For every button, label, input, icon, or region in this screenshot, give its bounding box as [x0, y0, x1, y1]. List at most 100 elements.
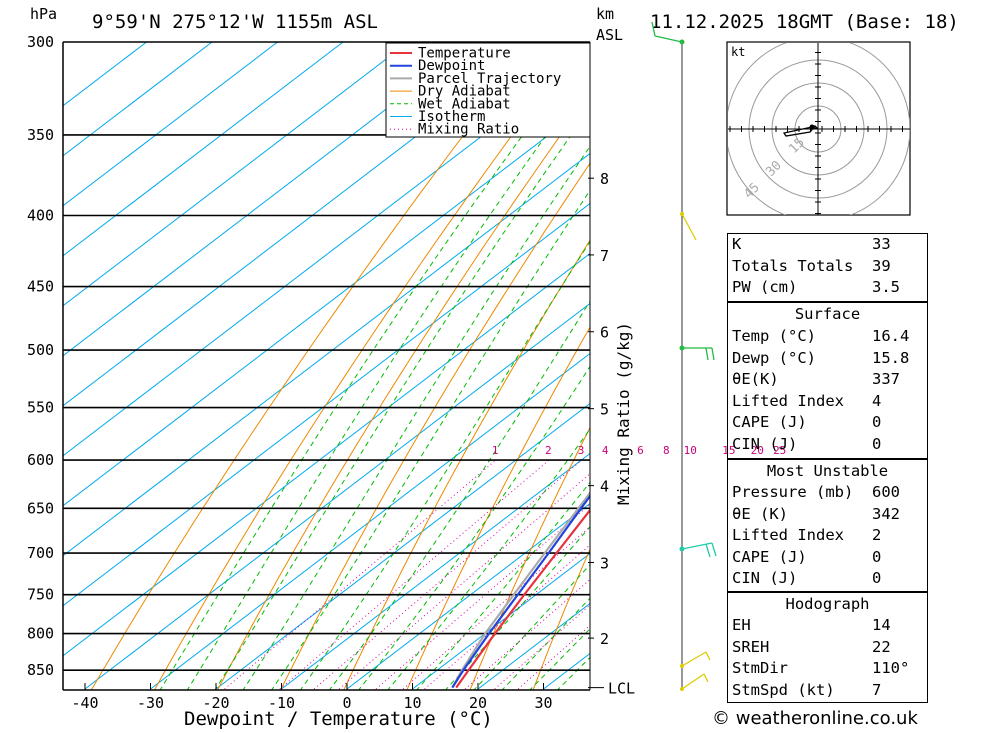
mixing-ratio-label: 4 [602, 444, 609, 457]
mixing-ratio-lines [224, 459, 590, 690]
index-row-tt: Totals Totals 39 [732, 256, 891, 275]
mixing-ratio-labels: 1 2 3 4 6 8 10 15 20 25 [492, 444, 786, 457]
wind-barb-column [651, 21, 717, 691]
isotherm-line [63, 42, 540, 407]
x-tick-label: 20 [469, 694, 487, 712]
wind-barb-400 [680, 212, 697, 241]
mixing-ratio-label: 3 [578, 444, 585, 457]
pressure-tick-label: 800 [27, 625, 54, 643]
datetime-title: 11.12.2025 18GMT (Base: 18) [650, 11, 959, 33]
x-axis-label: Dewpoint / Temperature (°C) [184, 708, 493, 730]
wet-adiabat-line [328, 300, 590, 690]
x-tick-label: -20 [202, 694, 229, 712]
indices-mu-table: Pressure (mb) 600 θE (K) 342 Lifted Index 2… [728, 482, 904, 590]
x-tick-label: -30 [137, 694, 164, 712]
mixing-ratio-line [338, 473, 590, 690]
x-tick-label: -10 [268, 694, 295, 712]
pressure-tick-label: 450 [27, 278, 54, 296]
isotherm-line [150, 352, 590, 690]
mixing-ratio-line [313, 459, 583, 690]
indices-hodo-box: Hodograph EH 14 SREH 22 StmDir 110° StmSpd … [727, 592, 928, 703]
copyright-footer: © weatheronline.co.uk [712, 708, 918, 729]
wet-adiabat-line [416, 481, 590, 690]
dry-adiabat-line [153, 42, 582, 690]
pressure-tick-label: 350 [27, 126, 54, 144]
wet-adiabat-line [186, 73, 590, 690]
axes-labels: 300350400450500550600650700750800850-40-… [27, 33, 635, 712]
series-line-parcel-trajectory [451, 491, 590, 689]
isotherm-line [63, 252, 590, 657]
height-unit-label: km [596, 5, 614, 23]
isotherm-line [215, 402, 590, 690]
isotherm-line [63, 52, 590, 457]
isotherm-line [63, 42, 278, 207]
mu-row: Pressure (mb) 600 [732, 483, 900, 501]
series-line-dewpoint [451, 494, 590, 689]
pressure-tick-label: 600 [27, 451, 54, 469]
wind-barb-surface [680, 673, 709, 691]
legend-item: Parcel Trajectory [418, 71, 561, 87]
wet-adiabat-line [214, 107, 590, 690]
x-tick-label: 0 [342, 694, 351, 712]
dry-adiabat-line [532, 548, 590, 690]
legend-item: Mixing Ratio [418, 122, 519, 138]
dry-adiabat-line [406, 326, 590, 690]
km-tick-label: 7 [600, 247, 609, 265]
hodo-row: StmDir 110° [732, 659, 910, 678]
isotherm-line [412, 552, 590, 690]
wind-barb-300 [651, 21, 685, 45]
isotherm-line [346, 502, 590, 690]
km-tick-label: 5 [600, 401, 609, 419]
surface-row: θE(K) 337 [732, 370, 900, 389]
legend-box [385, 42, 591, 138]
wind-barb-500 [679, 345, 715, 361]
x-tick-label: 30 [534, 694, 552, 712]
dry-adiabat-line [217, 92, 590, 690]
mu-row: Lifted Index 2 [732, 526, 882, 545]
km-tick-label: 6 [600, 324, 609, 342]
pressure-tick-label: 550 [27, 399, 54, 417]
pressure-unit-label: hPa [30, 5, 57, 23]
isotherm-line [63, 42, 409, 307]
wet-adiabat-lines [159, 43, 590, 690]
km-tick-label: 4 [600, 478, 609, 496]
surface-row: CIN (J) 0 [732, 434, 882, 453]
km-tick-label: 3 [600, 554, 609, 572]
mixing-ratio-label: 25 [773, 444, 786, 457]
mu-row: CAPE (J) 0 [732, 547, 882, 566]
dry-adiabat-line [90, 42, 536, 690]
indices-hodo-table: EH 14 SREH 22 StmDir 110° StmSpd (kt) 7 [728, 615, 913, 701]
pressure-tick-label: 850 [27, 661, 54, 679]
dry-adiabat-line [343, 239, 590, 690]
indices-surface-box: Surface Temp (°C) 16.4 Dewp (°C) 15.8 θE(K… [727, 302, 928, 459]
wet-adiabat-line [387, 428, 590, 690]
surface-row: CAPE (J) 0 [732, 413, 882, 432]
pressure-tick-label: 750 [27, 586, 54, 604]
hodograph-title: Hodograph [785, 595, 870, 613]
x-tick-label: -40 [71, 694, 98, 712]
index-row-k: K 33 [732, 235, 891, 253]
pressure-tick-label: 500 [27, 341, 54, 359]
mixing-ratio-label: 2 [545, 444, 552, 457]
isotherm-line [63, 152, 590, 557]
surface-row: Lifted Index 4 [732, 391, 882, 410]
surface-title: Surface [794, 305, 861, 323]
dry-adiabat-line [975, 22, 1000, 692]
hodo-row: SREH 22 [732, 637, 891, 656]
pressure-tick-label: 650 [27, 499, 54, 517]
series-line-temperature [455, 508, 590, 689]
mixing-ratio-label: 6 [637, 444, 644, 457]
wind-barb-850 [680, 651, 711, 668]
wet-adiabat-line [358, 365, 590, 690]
surface-row: Dewp (°C) 15.8 [732, 348, 910, 367]
hodo-row: EH 14 [732, 616, 891, 634]
most-unstable-title: Most Unstable [766, 462, 889, 480]
km-tick-label: 8 [600, 170, 609, 188]
x-tick-label: 10 [403, 694, 421, 712]
legend-item: Wet Adiabat [418, 96, 511, 112]
pressure-tick-label: 400 [27, 207, 54, 225]
legend-item: Dewpoint [418, 58, 485, 74]
